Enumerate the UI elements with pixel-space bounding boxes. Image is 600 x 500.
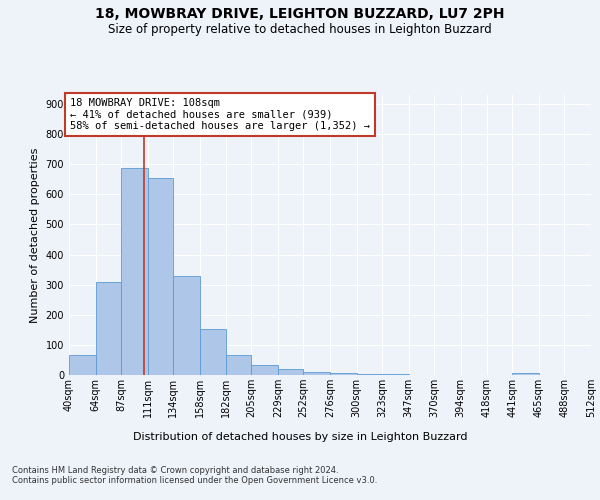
Bar bbox=[95, 282, 121, 375]
Bar bbox=[330, 372, 356, 375]
Bar bbox=[512, 372, 539, 375]
Text: Distribution of detached houses by size in Leighton Buzzard: Distribution of detached houses by size … bbox=[133, 432, 467, 442]
Text: Size of property relative to detached houses in Leighton Buzzard: Size of property relative to detached ho… bbox=[108, 22, 492, 36]
Bar bbox=[304, 372, 330, 375]
Bar bbox=[278, 369, 304, 375]
Bar bbox=[121, 168, 148, 375]
Text: 18 MOWBRAY DRIVE: 108sqm
← 41% of detached houses are smaller (939)
58% of semi-: 18 MOWBRAY DRIVE: 108sqm ← 41% of detach… bbox=[70, 98, 370, 131]
Bar bbox=[173, 276, 199, 375]
Bar bbox=[251, 365, 278, 375]
Bar bbox=[356, 374, 382, 375]
Bar bbox=[226, 354, 251, 375]
Bar bbox=[69, 356, 95, 375]
Text: Contains HM Land Registry data © Crown copyright and database right 2024.
Contai: Contains HM Land Registry data © Crown c… bbox=[12, 466, 377, 485]
Bar bbox=[382, 374, 409, 375]
Y-axis label: Number of detached properties: Number of detached properties bbox=[30, 148, 40, 322]
Text: 18, MOWBRAY DRIVE, LEIGHTON BUZZARD, LU7 2PH: 18, MOWBRAY DRIVE, LEIGHTON BUZZARD, LU7… bbox=[95, 8, 505, 22]
Bar bbox=[148, 178, 173, 375]
Bar bbox=[199, 329, 226, 375]
